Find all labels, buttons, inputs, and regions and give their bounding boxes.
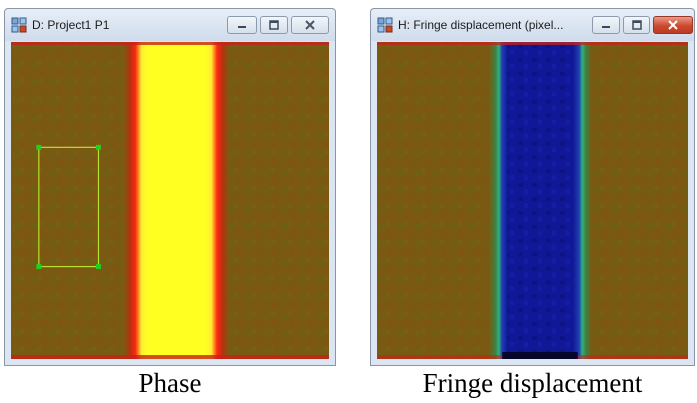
roi-rectangle[interactable] [36,144,101,270]
phase-window-titlebar[interactable]: D: Project1 P1 [5,9,335,41]
close-button[interactable] [291,16,329,34]
minimize-icon [601,21,611,29]
roi-handle[interactable] [95,144,101,150]
roi-handle[interactable] [36,264,42,270]
phase-window[interactable]: D: Project1 P1 [4,8,336,366]
maximize-button[interactable] [623,16,650,34]
minimize-button[interactable] [227,16,257,34]
phase-caption: Phase [138,368,202,398]
minimize-button[interactable] [592,16,620,34]
close-icon [305,20,315,30]
app-window-icon [377,17,393,33]
phase-image[interactable] [11,42,329,359]
fringe-displacement-caption: Fringe displacement [422,368,643,398]
window-title: D: Project1 P1 [32,18,110,32]
close-button[interactable] [653,16,693,34]
window-title: H: Fringe displacement (pixel... [398,18,564,32]
fringe-displacement-image[interactable] [377,42,688,359]
close-icon [668,20,678,30]
roi-handle[interactable] [95,264,101,270]
app-window-icon [11,17,27,33]
fringe-displacement-window[interactable]: H: Fringe displacement (pixel... [370,8,695,366]
maximize-icon [269,20,279,30]
fringe-window-titlebar[interactable]: H: Fringe displacement (pixel... [371,9,694,41]
maximize-button[interactable] [260,16,288,34]
minimize-icon [237,21,247,29]
roi-handle[interactable] [36,144,42,150]
maximize-icon [631,20,642,30]
